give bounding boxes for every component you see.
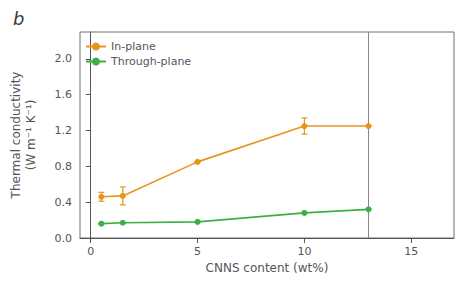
svg-text:2.0: 2.0 — [55, 52, 73, 65]
svg-text:CNNS content (wt%): CNNS content (wt%) — [206, 261, 329, 275]
svg-text:15: 15 — [404, 245, 418, 258]
svg-text:1.6: 1.6 — [55, 88, 73, 101]
svg-text:In-plane: In-plane — [111, 40, 156, 53]
svg-text:5: 5 — [194, 245, 201, 258]
svg-text:b: b — [13, 8, 24, 29]
svg-text:1.2: 1.2 — [55, 124, 73, 137]
svg-text:(W m⁻¹ K⁻¹): (W m⁻¹ K⁻¹) — [24, 100, 38, 171]
svg-text:10: 10 — [297, 245, 311, 258]
svg-text:0.8: 0.8 — [55, 160, 73, 173]
svg-text:0: 0 — [87, 245, 94, 258]
svg-text:0.0: 0.0 — [55, 232, 73, 245]
svg-text:0.4: 0.4 — [55, 196, 73, 209]
svg-text:Thermal conductivity: Thermal conductivity — [9, 72, 23, 200]
svg-text:Through-plane: Through-plane — [110, 55, 191, 68]
